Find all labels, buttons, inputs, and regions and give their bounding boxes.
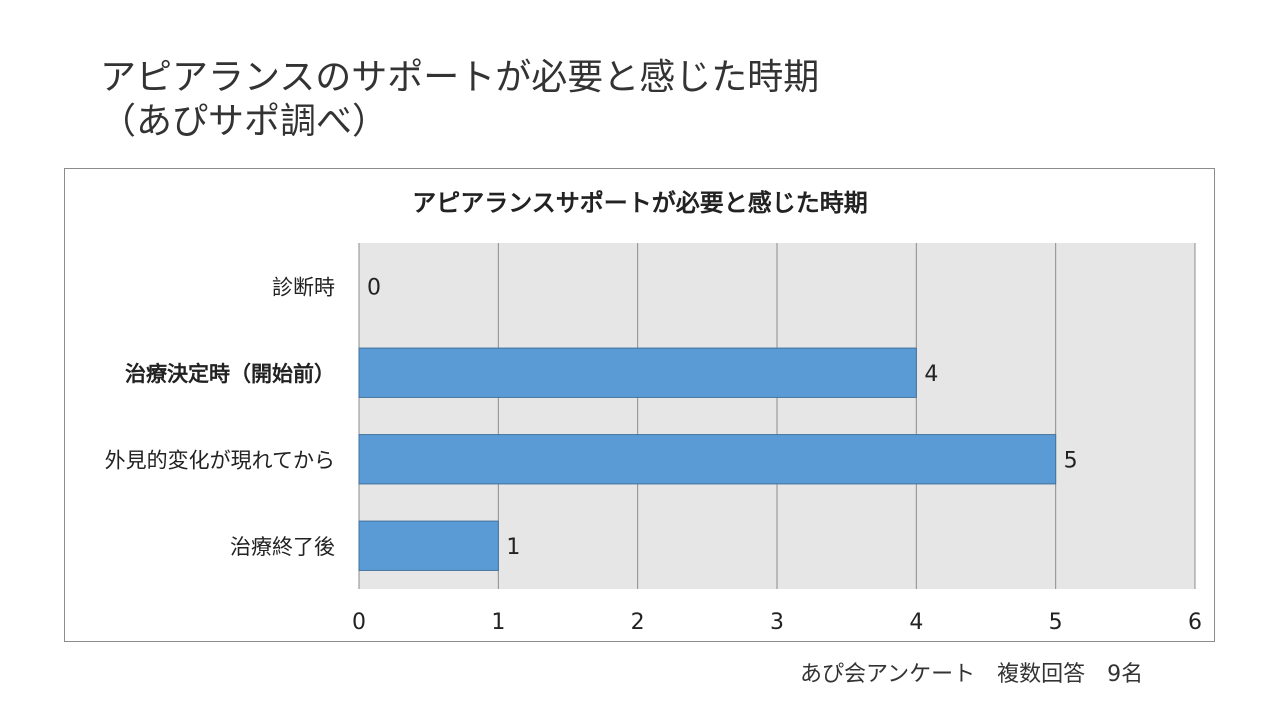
category-label: 診断時 bbox=[272, 275, 335, 299]
x-tick-label: 5 bbox=[1049, 610, 1063, 635]
x-tick-label: 4 bbox=[909, 610, 923, 635]
x-tick-label: 6 bbox=[1188, 610, 1202, 635]
data-label: 1 bbox=[506, 535, 520, 560]
x-tick-label: 1 bbox=[491, 610, 505, 635]
data-label: 4 bbox=[924, 362, 938, 387]
x-tick-label: 2 bbox=[631, 610, 645, 635]
category-label: 治療決定時（開始前） bbox=[125, 362, 335, 386]
bar bbox=[358, 347, 917, 398]
bar-chart: アピアランスサポートが必要と感じた時期 0 1 2 3 4 5 6 診断時 0 治療決定時（開始前… bbox=[105, 189, 1202, 635]
x-tick-label: 0 bbox=[352, 610, 366, 635]
chart-title: アピアランスサポートが必要と感じた時期 bbox=[412, 189, 868, 217]
survey-footnote: あぴ会アンケート 複数回答 9名 bbox=[800, 662, 1144, 687]
slide-title-line1: アピアランスのサポートが必要と感じた時期 bbox=[100, 57, 820, 98]
category-label: 外見的変化が現れてから bbox=[105, 448, 335, 472]
slide-title: アピアランスのサポートが必要と感じた時期 （あぴサポ調べ） bbox=[100, 56, 819, 144]
category-label: 治療終了後 bbox=[230, 535, 335, 559]
slide-title-line2: （あぴサポ調べ） bbox=[100, 101, 389, 142]
bar bbox=[358, 520, 499, 571]
data-label: 0 bbox=[367, 275, 381, 300]
x-tick-label: 3 bbox=[770, 610, 784, 635]
chart-frame: アピアランスサポートが必要と感じた時期 0 1 2 3 4 5 6 診断時 0 治療決定時（開始前… bbox=[64, 168, 1215, 642]
data-label: 5 bbox=[1064, 448, 1078, 473]
bar bbox=[358, 434, 1057, 485]
